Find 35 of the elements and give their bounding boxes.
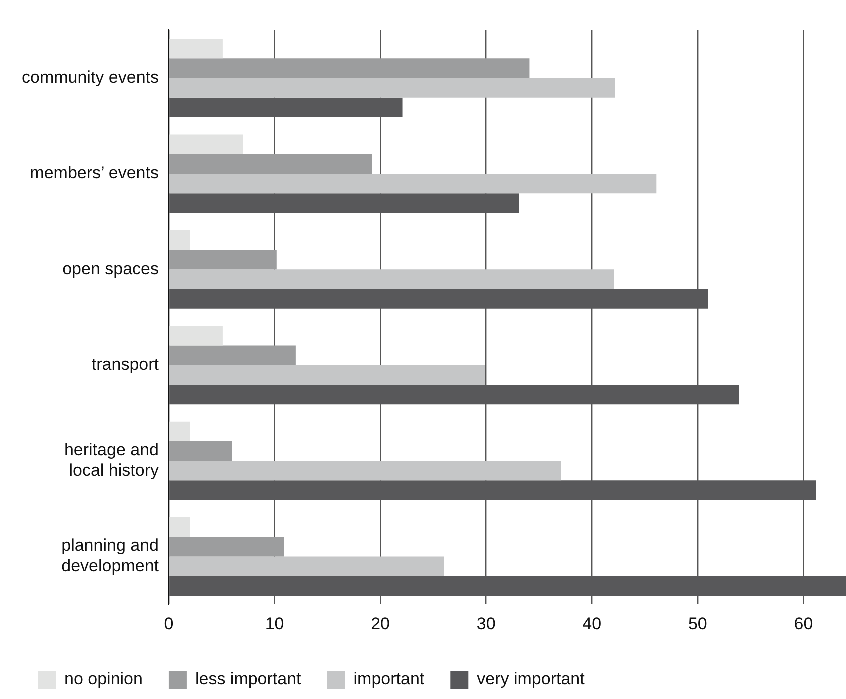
bar: [170, 78, 616, 98]
bar: [170, 230, 190, 250]
x-tick-label: 0: [164, 614, 174, 634]
x-tick-label: 50: [688, 614, 708, 634]
legend-label: very important: [477, 670, 586, 689]
y-tick-label: open spaces: [62, 259, 159, 278]
legend-label: important: [354, 670, 425, 689]
legend-label: less important: [195, 670, 302, 689]
bar: [170, 58, 530, 78]
x-tick-label: 30: [476, 614, 496, 634]
bar: [170, 174, 657, 194]
x-tick-label: 60: [794, 614, 814, 634]
bar: [170, 441, 232, 462]
bar: [170, 326, 223, 346]
bar: [170, 556, 444, 576]
y-tick-label: members’ events: [30, 164, 159, 183]
y-tick-label: community events: [22, 68, 159, 87]
y-tick-label: heritage and local history: [64, 440, 160, 480]
legend-label: no opinion: [64, 670, 143, 689]
x-tick-label: 40: [582, 614, 602, 634]
bar: [170, 518, 190, 538]
bar: [170, 154, 372, 174]
y-tick-label: transport: [92, 355, 160, 374]
y-tick-label: planning and development: [62, 536, 160, 576]
bar: [170, 365, 486, 385]
x-tick-label: 10: [265, 614, 284, 634]
bar: [170, 422, 190, 442]
bar: [170, 461, 562, 481]
bar: [170, 270, 614, 290]
bar: [170, 537, 284, 557]
bar: [170, 346, 296, 366]
bar: [170, 39, 223, 59]
x-tick-label: 20: [371, 614, 390, 634]
bar: [170, 134, 244, 154]
bar: [170, 250, 277, 270]
